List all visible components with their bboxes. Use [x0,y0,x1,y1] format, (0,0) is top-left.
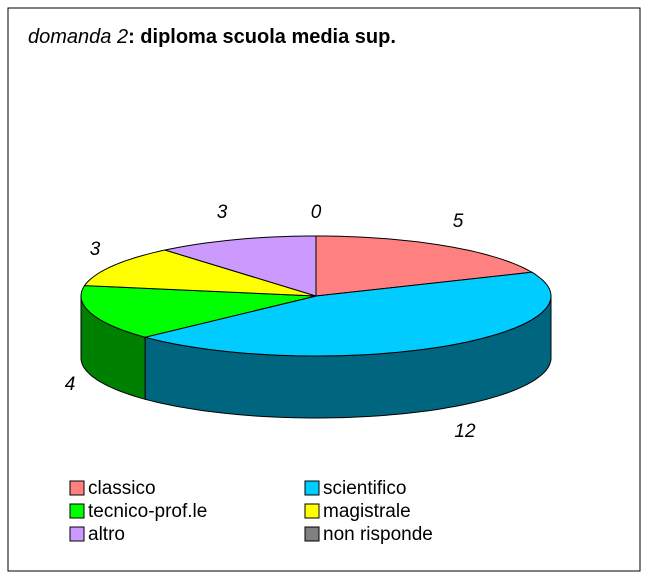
chart-title: domanda 2: diploma scuola media sup. [28,26,396,48]
legend-label: scientifico [323,478,406,499]
slice [164,235,317,297]
legend-swatch [304,480,320,496]
legend-label: altro [88,524,125,545]
legend-label: non risponde [323,524,433,545]
legend-label: magistrale [323,501,411,522]
data-label: 3 [90,239,101,260]
legend-swatch [304,503,320,519]
slice [80,285,317,338]
slice [315,235,534,297]
slice [83,249,317,297]
legend-swatch [304,526,320,542]
legend-swatch [69,503,85,519]
title-part: domanda 2 [28,26,128,48]
data-label: 4 [65,374,76,395]
title-part: : diploma scuola media sup. [128,26,396,48]
data-label: 0 [311,202,322,223]
slice [144,271,552,357]
legend-swatch [69,526,85,542]
legend-label: classico [88,478,156,499]
legend-label: tecnico-prof.le [88,501,207,522]
data-label: 5 [453,211,464,232]
data-label: 3 [217,202,228,223]
legend-swatch [69,480,85,496]
data-label: 12 [454,421,476,442]
